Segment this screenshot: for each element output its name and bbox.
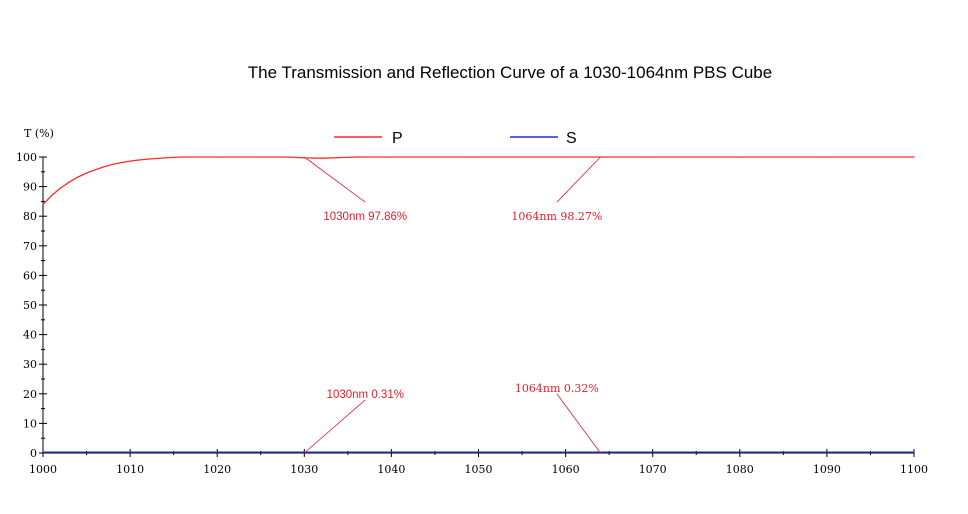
y-tick-label: 40 [23,329,37,342]
y-tick-label: 30 [23,358,37,371]
data-point-p [42,203,44,205]
y-tick-label: 80 [23,210,37,223]
y-tick-label: 0 [30,447,37,460]
chart-title: The Transmission and Reflection Curve of… [248,63,772,82]
x-tick-label: 1100 [900,463,928,476]
legend: P S [334,130,577,147]
y-tick-label: 10 [23,417,37,430]
y-tick-label: 100 [16,151,37,164]
x-tick-label: 1050 [465,463,493,476]
series-layer [42,156,915,453]
data-point-p [477,156,480,158]
annotation-label-3: 1064nm 0.32% [515,382,599,395]
data-point-p [146,158,149,160]
x-tick-label: 1070 [639,463,667,476]
annotation-label-0: 1030nm 97.86% [323,211,407,223]
data-point-p [138,159,140,161]
legend-label-p: P [392,130,403,147]
data-point-p [129,160,131,162]
series-line-p [42,156,914,205]
x-tick-label: 1060 [552,463,580,476]
data-point-p [826,156,828,158]
annotation-leader-3 [556,393,601,454]
data-point-p [338,156,340,159]
data-point-p [286,156,288,158]
data-point-p [155,157,157,160]
data-point-s [913,451,915,453]
data-point-p [68,181,70,183]
y-tick-label: 50 [23,299,37,312]
annotation-leader-2 [304,399,366,454]
data-point-p [94,169,96,171]
x-tick-label: 1040 [377,463,405,476]
data-point-p [913,156,915,158]
data-point-p [59,187,62,189]
y-tick-label: 60 [23,269,37,282]
data-point-p [51,194,53,197]
x-tick-label: 1090 [813,463,841,476]
data-point-p [355,156,358,158]
data-point-p [390,156,392,158]
annotation-label-1: 1064nm 98.27% [511,210,602,223]
x-tick-label: 1000 [29,463,57,476]
data-point-p [565,156,567,158]
data-point-p [112,163,114,165]
legend-label-s: S [566,130,577,147]
data-point-p [164,157,166,159]
data-point-p [103,166,105,168]
x-tick-label: 1030 [290,463,318,476]
y-tick-label: 20 [23,388,37,401]
x-tick-label: 1080 [726,463,754,476]
y-tick-label: 90 [23,181,37,194]
x-tick-label: 1010 [116,463,144,476]
data-point-p [739,156,741,158]
y-axis-label: T (%) [24,127,54,140]
y-tick-label: 70 [23,240,37,253]
data-point-p [321,157,323,159]
data-point-p [181,156,183,158]
x-tick-label: 1020 [203,463,231,476]
data-point-s [42,451,44,453]
data-point-p [173,156,175,159]
data-point-p [260,156,262,158]
annotation-layer: 1030nm 97.86% 1064nm 98.27% 1030nm 0.31% 10… [304,156,602,454]
annotation-leader-1 [556,156,601,203]
data-point-p [216,156,218,158]
annotation-label-2: 1030nm 0.31% [327,389,404,401]
data-point-p [77,176,79,178]
data-point-p [652,156,654,158]
annotation-leader-0 [304,156,366,203]
data-point-p [120,162,122,164]
data-point-p [85,172,88,174]
